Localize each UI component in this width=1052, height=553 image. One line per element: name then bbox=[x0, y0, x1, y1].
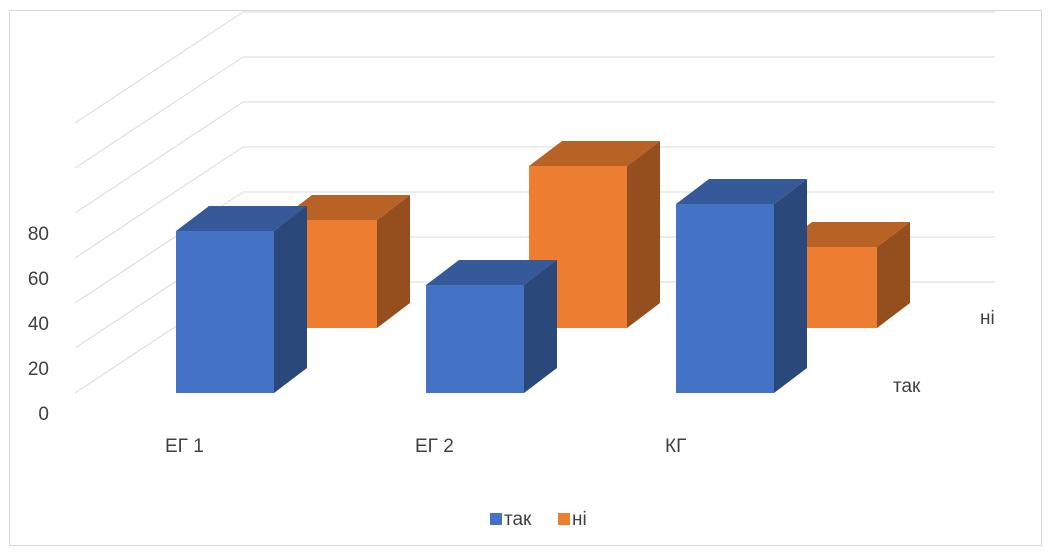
x-tick-label: КГ bbox=[665, 436, 686, 457]
y-tick-label: 40 bbox=[28, 314, 49, 335]
bar-front-face bbox=[426, 285, 524, 393]
bar-side-face bbox=[274, 206, 307, 393]
y-tick-label: 20 bbox=[28, 359, 49, 380]
legend: так ні bbox=[490, 509, 587, 530]
bar-side-face bbox=[774, 179, 807, 393]
bar-ні-1 bbox=[529, 141, 660, 328]
bar-top-face bbox=[529, 141, 660, 166]
x-axis-ticks: ЕГ 1 ЕГ 2 КГ bbox=[165, 436, 686, 457]
bar-ні-0 bbox=[279, 195, 410, 328]
y-axis-ticks: 0 20 40 60 80 bbox=[28, 224, 49, 425]
x-tick-label: ЕГ 2 bbox=[415, 436, 454, 457]
y-tick-label: 80 bbox=[28, 224, 49, 245]
legend-label: так bbox=[504, 509, 532, 530]
bar-top-face bbox=[279, 195, 410, 220]
bar-так-1 bbox=[426, 260, 557, 393]
side-gridline bbox=[74, 101, 244, 214]
depth-label: так bbox=[893, 376, 921, 397]
bar-top-face bbox=[779, 222, 910, 247]
series-back-bars bbox=[279, 141, 910, 328]
bar-side-face bbox=[627, 141, 660, 328]
x-tick-label: ЕГ 1 bbox=[165, 436, 204, 457]
bar-так-2 bbox=[676, 179, 807, 393]
depth-label: ні bbox=[980, 308, 995, 329]
bar-top-face bbox=[426, 260, 557, 285]
series-front-bars bbox=[176, 179, 807, 393]
bar-side-face bbox=[377, 195, 410, 328]
y-tick-label: 0 bbox=[38, 404, 49, 425]
bar-top-face bbox=[676, 179, 807, 204]
depth-axis-labels: так ні bbox=[893, 308, 995, 397]
side-gridline bbox=[74, 146, 244, 259]
legend-label: ні bbox=[572, 509, 587, 530]
bar-side-face bbox=[524, 260, 557, 393]
legend-swatch bbox=[558, 513, 570, 525]
legend-swatch bbox=[490, 513, 502, 525]
bar-front-face bbox=[676, 204, 774, 393]
bar-front-face bbox=[176, 231, 274, 393]
bar-так-0 bbox=[176, 206, 307, 393]
y-tick-label: 60 bbox=[28, 269, 49, 290]
side-gridline bbox=[74, 56, 244, 169]
side-gridline bbox=[74, 11, 244, 124]
bar-side-face bbox=[877, 222, 910, 328]
bar-top-face bbox=[176, 206, 307, 231]
